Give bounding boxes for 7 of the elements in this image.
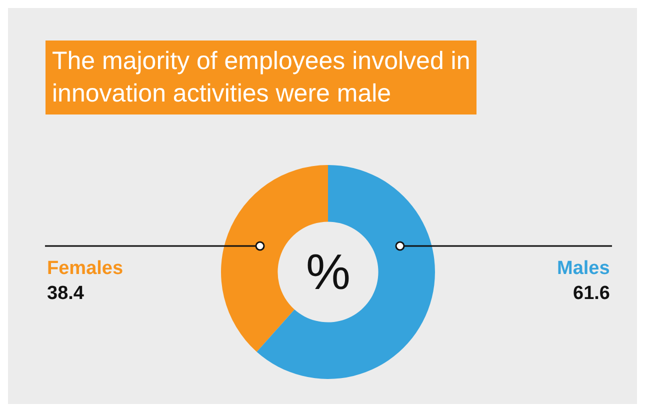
slice-label: Males	[557, 258, 610, 279]
donut-slice	[256, 165, 435, 379]
data-label: 61.6	[573, 283, 610, 304]
slice-label: Females	[47, 258, 124, 279]
chart-title: The majority of employees involved in innovation activities were male	[52, 47, 470, 108]
data-label: 38.4	[47, 283, 84, 304]
text: %	[306, 244, 350, 300]
